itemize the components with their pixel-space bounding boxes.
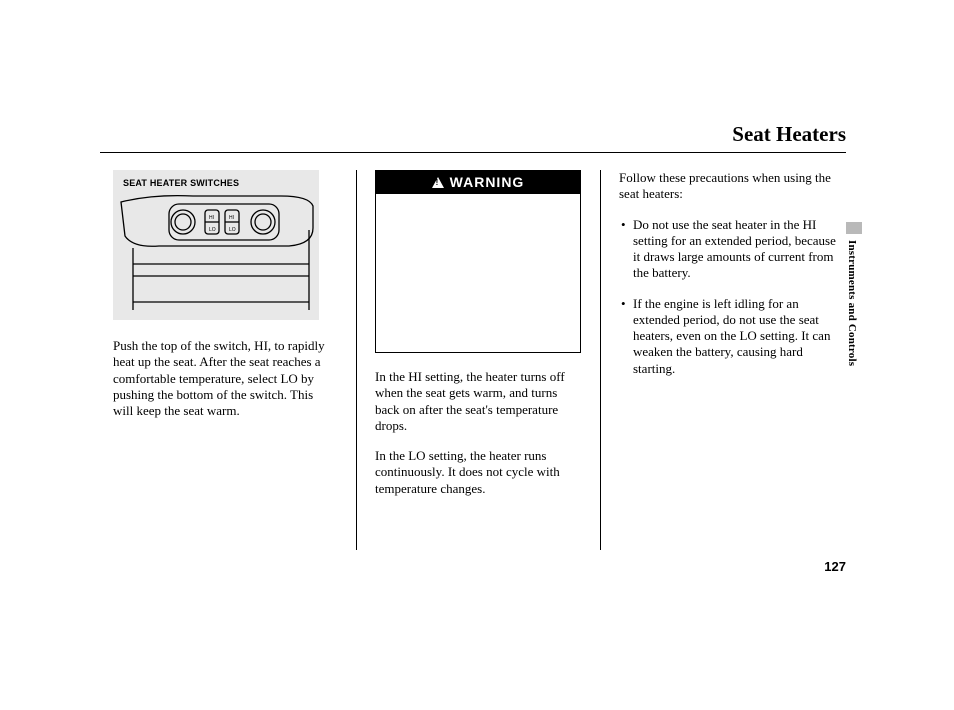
- warning-body: [376, 194, 580, 352]
- col2-paragraph-2: In the LO setting, the heater runs conti…: [375, 448, 578, 497]
- precaution-item: Do not use the seat heater in the HI set…: [619, 217, 845, 282]
- section-tab: [846, 222, 862, 234]
- col2-paragraph-1: In the HI setting, the heater turns off …: [375, 369, 578, 434]
- svg-text:HI: HI: [229, 215, 234, 221]
- warning-triangle-icon: [432, 177, 444, 188]
- svg-text:HI: HI: [209, 215, 214, 221]
- page-title: Seat Heaters: [732, 122, 846, 147]
- section-label: Instruments and Controls: [846, 240, 858, 366]
- figure-caption: SEAT HEATER SWITCHES: [123, 178, 239, 188]
- svg-text:LO: LO: [229, 227, 236, 233]
- col3-intro: Follow these precautions when using the …: [619, 170, 845, 203]
- warning-box: WARNING: [375, 170, 581, 353]
- column-2: WARNING In the HI setting, the heater tu…: [357, 170, 601, 550]
- col1-paragraph-1: Push the top of the switch, HI, to rapid…: [113, 338, 334, 419]
- content-columns: SEAT HEATER SWITCHES: [113, 170, 845, 550]
- precaution-item: If the engine is left idling for an exte…: [619, 296, 845, 377]
- column-3: Follow these precautions when using the …: [601, 170, 845, 550]
- precautions-list: Do not use the seat heater in the HI set…: [619, 217, 845, 377]
- warning-header: WARNING: [376, 171, 580, 194]
- column-1: SEAT HEATER SWITCHES: [113, 170, 357, 550]
- warning-label: WARNING: [450, 174, 525, 190]
- seat-heater-figure: SEAT HEATER SWITCHES: [113, 170, 319, 320]
- svg-text:LO: LO: [209, 227, 216, 233]
- page-number: 127: [824, 559, 846, 574]
- title-rule: [100, 152, 846, 153]
- seat-heater-switches-illustration: HI LO HI LO: [113, 192, 319, 320]
